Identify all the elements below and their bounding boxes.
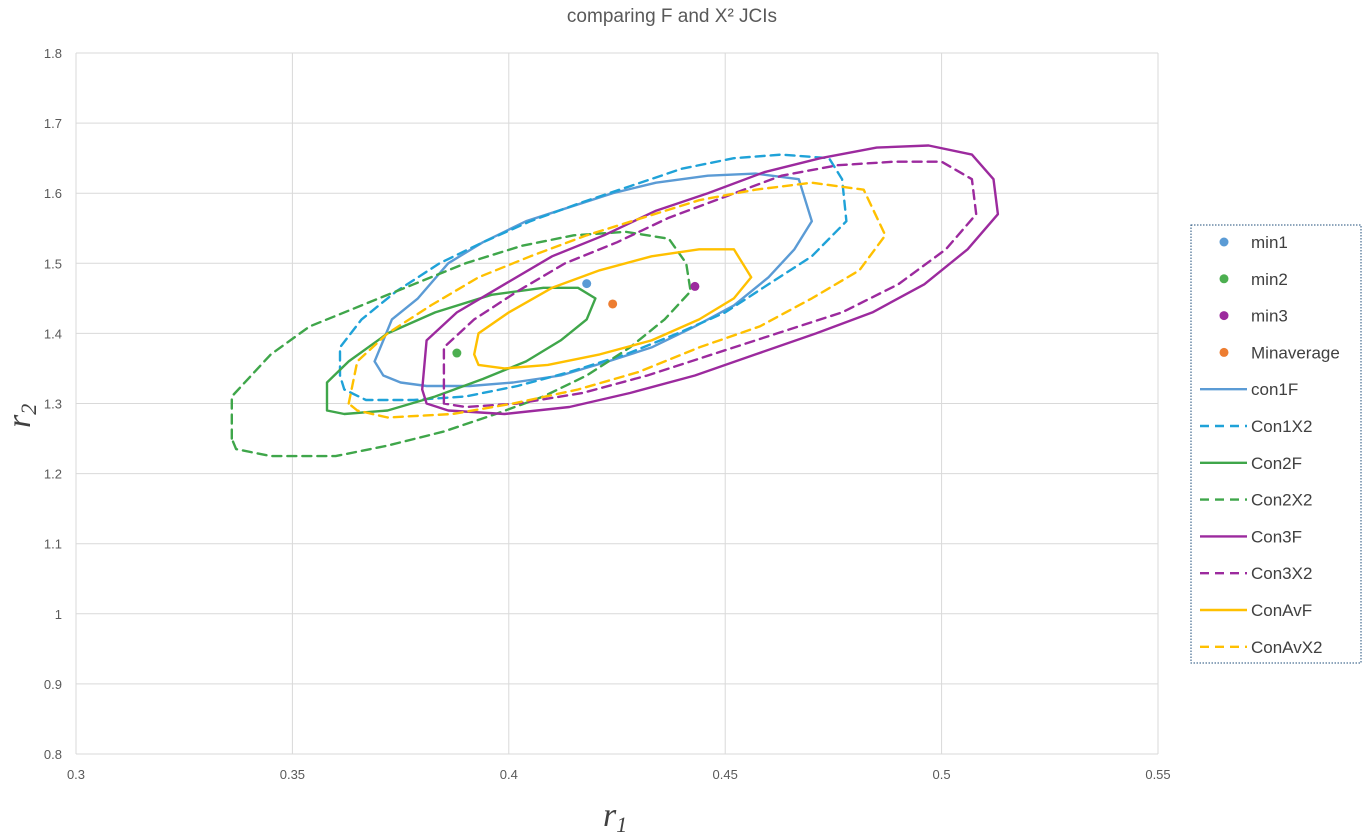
legend-item-con3f: Con3F	[1200, 527, 1302, 546]
x-tick-label: 0.4	[500, 767, 518, 782]
y-tick-label: 1.4	[44, 326, 62, 341]
x-axis-label: r1	[603, 797, 627, 837]
x-tick-label: 0.5	[933, 767, 951, 782]
legend-label: con1F	[1251, 380, 1298, 399]
y-axis-ticks: 0.8 0.9 1 1.1 1.2 1.3 1.4 1.5 1.6 1.7 1.8	[44, 46, 62, 762]
y-tick-label: 1.2	[44, 467, 62, 482]
legend-item-con3x2: Con3X2	[1200, 564, 1312, 583]
x-tick-label: 0.55	[1145, 767, 1170, 782]
legend-label: min3	[1251, 307, 1288, 326]
series-line-con3f	[421, 144, 1000, 416]
legend-item-con1x2: Con1X2	[1200, 417, 1312, 436]
legend-item-con2x2: Con2X2	[1200, 491, 1312, 510]
legend-item-minaverage: Minaverage	[1219, 343, 1340, 362]
y-tick-label: 1.1	[44, 537, 62, 552]
y-tick-label: 1.3	[44, 397, 62, 412]
series-layer	[230, 144, 1000, 458]
y-tick-label: 1.6	[44, 186, 62, 201]
legend-box	[1190, 224, 1362, 664]
y-axis-label: r2	[1, 404, 41, 428]
legend-label: Minaverage	[1251, 343, 1340, 362]
legend-item-conavx2: ConAvX2	[1200, 638, 1323, 657]
point-min2	[452, 348, 462, 358]
grid	[75, 52, 1159, 755]
point-min3	[690, 281, 700, 291]
series-line-con3x2	[442, 160, 978, 409]
series-line-conavf	[473, 248, 753, 370]
legend-label: min2	[1251, 270, 1288, 289]
legend: min1 min2 min3 Minaverage con1F Con1X2 Con2F Co…	[1190, 224, 1362, 664]
series-line-conavx2	[347, 181, 887, 419]
legend-item-conavf: ConAvF	[1200, 601, 1312, 620]
legend-item-con1f: con1F	[1200, 380, 1298, 399]
series-line-con2f	[325, 286, 597, 416]
x-tick-label: 0.35	[280, 767, 305, 782]
series-line-con1f	[373, 172, 813, 388]
x-tick-label: 0.3	[67, 767, 85, 782]
point-minaverage	[608, 299, 618, 309]
point-min1	[582, 279, 592, 289]
legend-marker	[1219, 311, 1229, 321]
legend-label: Con2X2	[1251, 491, 1312, 510]
chart-title: comparing F and X² JCIs	[567, 6, 777, 27]
legend-label: Con1X2	[1251, 417, 1312, 436]
legend-label: Con3X2	[1251, 564, 1312, 583]
y-tick-label: 0.8	[44, 747, 62, 762]
x-axis-ticks: 0.3 0.35 0.4 0.45 0.5 0.55	[67, 767, 1171, 782]
legend-item-min2: min2	[1219, 270, 1288, 289]
series-line-con1x2	[338, 153, 848, 402]
y-tick-label: 1.5	[44, 256, 62, 271]
legend-item-con2f: Con2F	[1200, 454, 1302, 473]
legend-item-min1: min1	[1219, 233, 1288, 252]
legend-label: Con2F	[1251, 454, 1302, 473]
series-line-con2x2	[230, 230, 692, 458]
legend-marker	[1219, 274, 1229, 284]
legend-label: min1	[1251, 233, 1288, 252]
y-tick-label: 1	[55, 607, 62, 622]
legend-label: ConAvX2	[1251, 638, 1323, 657]
legend-marker	[1219, 347, 1229, 357]
x-tick-label: 0.45	[713, 767, 738, 782]
legend-label: Con3F	[1251, 527, 1302, 546]
legend-marker	[1219, 237, 1229, 247]
legend-item-min3: min3	[1219, 307, 1288, 326]
y-tick-label: 0.9	[44, 677, 62, 692]
legend-label: ConAvF	[1251, 601, 1312, 620]
y-tick-label: 1.7	[44, 116, 62, 131]
y-tick-label: 1.8	[44, 46, 62, 61]
